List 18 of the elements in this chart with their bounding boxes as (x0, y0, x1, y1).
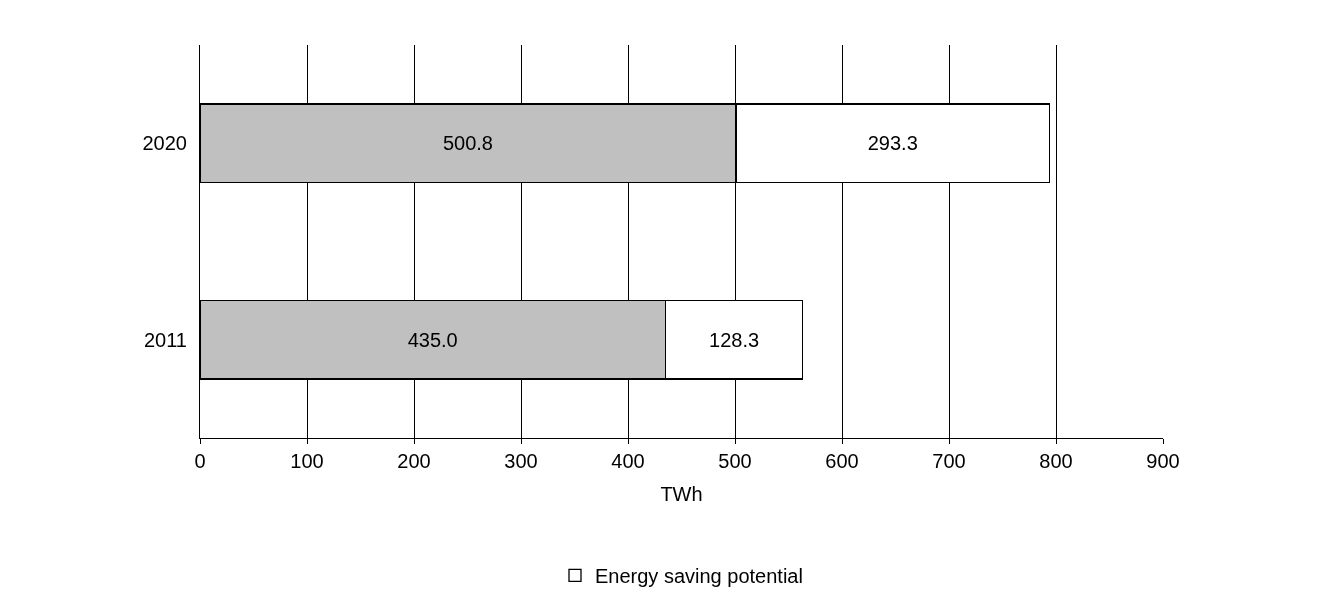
x-tick-label: 700 (932, 450, 966, 472)
x-tick-label: 100 (290, 450, 324, 472)
y-tick-label: 2011 (143, 328, 187, 351)
x-tick-label: 300 (504, 450, 538, 472)
x-tick-label: 600 (825, 450, 859, 472)
x-tick-label: 500 (718, 450, 752, 472)
x-tick-label: 200 (397, 450, 431, 472)
x-axis-title: TWh (660, 482, 703, 505)
data-label: 128.3 (709, 328, 760, 351)
x-tick-label: 400 (611, 450, 645, 472)
data-label: 435.0 (407, 328, 458, 351)
y-tick-label: 2020 (142, 132, 187, 155)
x-tick-label: 0 (194, 450, 206, 472)
data-label: 293.3 (867, 132, 918, 155)
x-tick-label: 900 (1146, 450, 1180, 472)
legend-label: Energy saving potential (595, 565, 803, 588)
x-tick-label: 800 (1039, 450, 1073, 472)
data-label: 500.8 (442, 132, 493, 155)
